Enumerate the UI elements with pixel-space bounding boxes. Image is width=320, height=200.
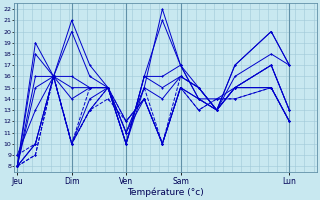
X-axis label: Température (°c): Température (°c) — [127, 187, 204, 197]
